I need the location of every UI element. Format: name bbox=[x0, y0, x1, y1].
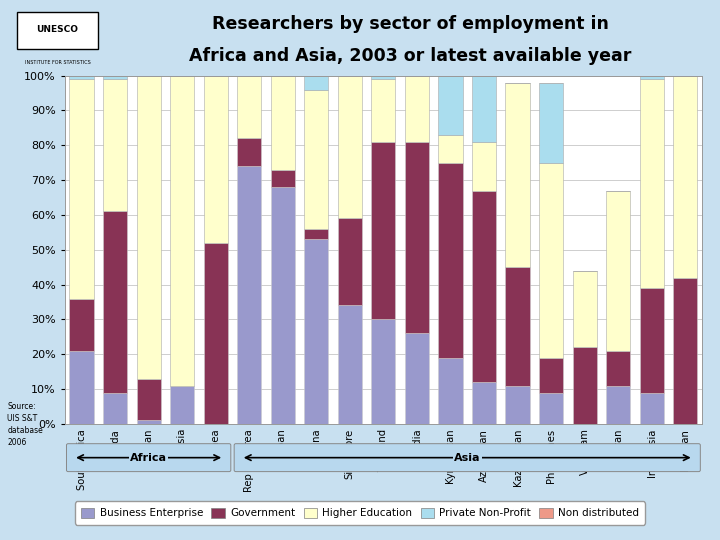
Bar bbox=[338, 218, 362, 306]
Bar bbox=[237, 76, 261, 138]
Bar bbox=[137, 421, 161, 424]
Bar bbox=[539, 163, 563, 357]
Bar bbox=[472, 382, 496, 424]
Text: Researchers by sector of employment in: Researchers by sector of employment in bbox=[212, 15, 609, 33]
Bar bbox=[405, 142, 429, 333]
Bar bbox=[505, 386, 530, 424]
Bar bbox=[505, 267, 530, 386]
Bar bbox=[137, 379, 161, 421]
FancyBboxPatch shape bbox=[17, 12, 98, 49]
Text: Africa and Asia, 2003 or latest available year: Africa and Asia, 2003 or latest availabl… bbox=[189, 47, 631, 65]
Bar bbox=[673, 76, 697, 278]
Text: Source:
UIS S&T
database
2006: Source: UIS S&T database 2006 bbox=[7, 402, 43, 447]
Bar bbox=[338, 306, 362, 424]
Bar bbox=[606, 386, 630, 424]
Bar bbox=[472, 191, 496, 382]
FancyBboxPatch shape bbox=[66, 444, 231, 471]
Bar bbox=[103, 79, 127, 212]
Bar bbox=[305, 76, 328, 90]
Bar bbox=[539, 357, 563, 393]
Bar bbox=[170, 386, 194, 424]
Bar bbox=[103, 76, 127, 79]
Bar bbox=[305, 239, 328, 424]
Bar bbox=[606, 191, 630, 351]
Bar bbox=[639, 288, 664, 393]
Bar bbox=[204, 243, 228, 424]
Bar bbox=[438, 76, 462, 135]
Bar bbox=[305, 229, 328, 239]
Bar bbox=[305, 90, 328, 229]
FancyBboxPatch shape bbox=[234, 444, 701, 471]
Bar bbox=[70, 351, 94, 424]
Bar bbox=[639, 76, 664, 79]
Bar bbox=[271, 187, 295, 424]
Bar bbox=[170, 76, 194, 386]
Bar bbox=[673, 278, 697, 424]
Bar bbox=[639, 393, 664, 424]
Bar bbox=[70, 79, 94, 299]
Bar bbox=[572, 347, 597, 424]
Text: INSTITUTE FOR STATISTICS: INSTITUTE FOR STATISTICS bbox=[24, 60, 91, 65]
Bar bbox=[271, 76, 295, 170]
Bar bbox=[639, 58, 664, 76]
Bar bbox=[103, 212, 127, 393]
Bar bbox=[372, 142, 395, 320]
Bar bbox=[438, 135, 462, 163]
Bar bbox=[237, 166, 261, 424]
Bar bbox=[606, 351, 630, 386]
Bar bbox=[70, 299, 94, 351]
Bar bbox=[405, 333, 429, 424]
Bar bbox=[438, 357, 462, 424]
Bar bbox=[338, 76, 362, 218]
Legend: Business Enterprise, Government, Higher Education, Private Non-Profit, Non distr: Business Enterprise, Government, Higher … bbox=[75, 502, 645, 524]
Bar bbox=[405, 76, 429, 142]
Bar bbox=[505, 83, 530, 267]
Bar bbox=[472, 76, 496, 142]
Bar bbox=[639, 79, 664, 288]
Bar bbox=[237, 138, 261, 166]
Bar bbox=[103, 393, 127, 424]
Bar bbox=[572, 271, 597, 347]
Bar bbox=[372, 79, 395, 142]
Bar bbox=[204, 76, 228, 243]
Text: Asia: Asia bbox=[454, 453, 480, 463]
Bar bbox=[271, 170, 295, 187]
Text: Africa: Africa bbox=[130, 453, 167, 463]
Bar bbox=[372, 76, 395, 79]
Bar bbox=[372, 320, 395, 424]
Bar bbox=[472, 142, 496, 191]
Bar bbox=[539, 83, 563, 163]
Bar bbox=[70, 76, 94, 79]
Bar bbox=[539, 393, 563, 424]
Text: UNESCO: UNESCO bbox=[37, 24, 78, 33]
Bar bbox=[137, 76, 161, 379]
Bar bbox=[438, 163, 462, 357]
